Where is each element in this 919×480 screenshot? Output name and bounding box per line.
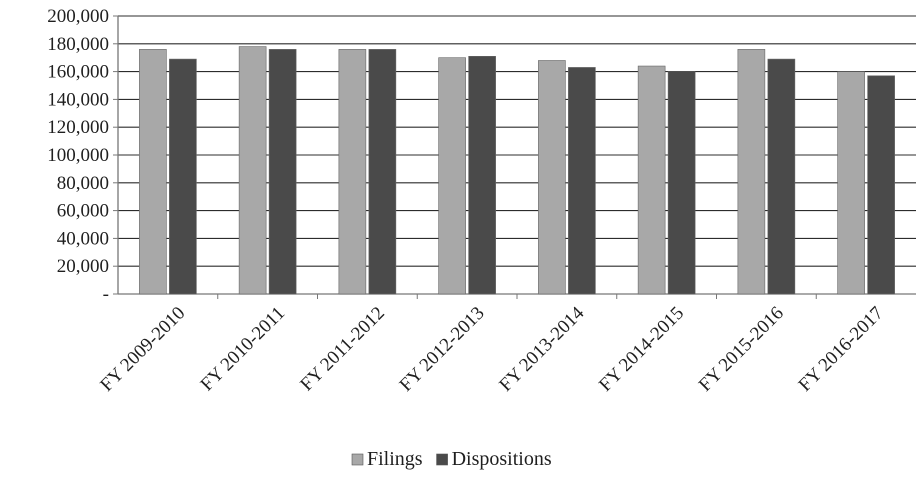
legend-swatch-filings	[351, 453, 364, 466]
y-axis-ticks: - 20,000 40,000 60,000 80,000 100,000 120,000 1…	[47, 6, 118, 305]
x-category-label: FY 2012-2013	[396, 303, 489, 396]
bar-filings-1	[238, 46, 267, 295]
x-category-label: FY 2015-2016	[695, 303, 788, 396]
legend-swatch-dispositions	[436, 453, 448, 466]
legend-label-dispositions: Dispositions	[452, 448, 552, 470]
x-axis-labels: FY 2009-2010 FY 2010-2011 FY 2011-2012 FY 2…	[96, 294, 888, 396]
y-tick-label: 200,000	[47, 6, 109, 27]
y-tick-label: 60,000	[57, 201, 109, 222]
bars	[139, 46, 895, 295]
y-tick-label: 20,000	[57, 256, 109, 277]
x-category-label: FY 2011-2012	[296, 303, 389, 396]
bar-filings-0	[139, 49, 167, 295]
bar-filings-6	[737, 49, 766, 295]
x-category-label: FY 2009-2010	[96, 303, 189, 396]
bar-filings-3	[438, 57, 466, 295]
bar-dispositions-5	[667, 71, 696, 295]
y-tick-label: 180,000	[47, 34, 109, 55]
bar-filings-7	[837, 71, 865, 295]
bar-filings-2	[338, 49, 367, 295]
x-category-label: FY 2013-2014	[495, 302, 588, 395]
y-tick-label: 120,000	[47, 117, 109, 138]
bar-dispositions-4	[568, 67, 596, 295]
y-tick-label: -	[103, 284, 109, 305]
y-tick-label: 140,000	[47, 89, 109, 110]
x-category-label: FY 2014-2015	[595, 303, 688, 396]
y-tick-label: 160,000	[47, 62, 109, 83]
y-tick-label: 100,000	[47, 145, 109, 166]
bar-filings-5	[637, 65, 666, 295]
bar-dispositions-1	[268, 49, 297, 295]
bar-dispositions-3	[468, 56, 496, 295]
legend: Filings Dispositions	[351, 448, 552, 470]
x-category-label: FY 2016-2017	[795, 303, 888, 396]
y-tick-label: 80,000	[57, 173, 109, 194]
x-category-label: FY 2010-2011	[197, 303, 290, 396]
bar-dispositions-2	[368, 49, 397, 295]
bar-dispositions-7	[867, 75, 895, 295]
gridlines	[118, 15, 916, 267]
bar-filings-4	[538, 60, 566, 295]
bar-dispositions-0	[169, 58, 197, 295]
y-tick-label: 40,000	[57, 228, 109, 249]
legend-label-filings: Filings	[367, 448, 423, 470]
bar-dispositions-6	[767, 58, 796, 295]
